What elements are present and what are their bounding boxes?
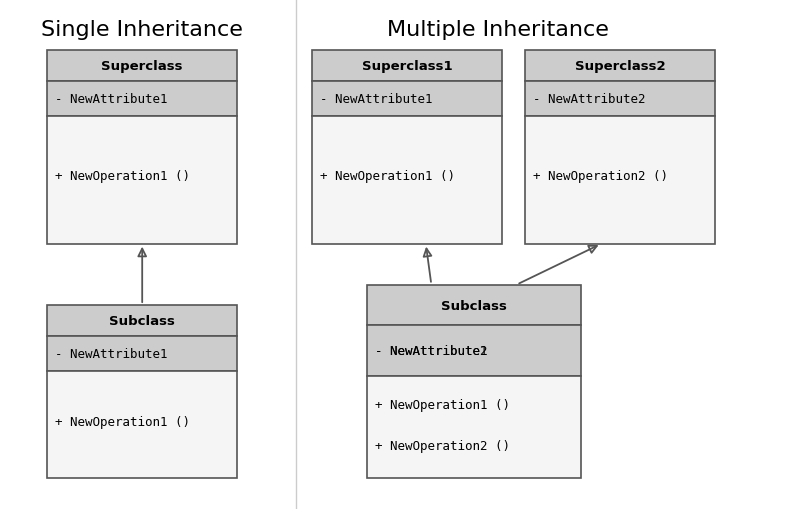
Text: Subclass: Subclass [441,299,507,312]
FancyBboxPatch shape [367,285,581,326]
Text: - NewAttribute2: - NewAttribute2 [533,93,645,106]
FancyBboxPatch shape [47,81,237,117]
Text: - NewAttribute1: - NewAttribute1 [375,345,487,358]
Text: + NewOperation1 (): + NewOperation1 () [320,170,455,183]
Text: + NewOperation1 (): + NewOperation1 () [55,170,190,183]
Text: Subclass: Subclass [109,314,175,327]
Text: - NewAttribute1: - NewAttribute1 [55,347,167,360]
FancyBboxPatch shape [525,51,715,81]
FancyBboxPatch shape [312,81,502,117]
Text: + NewOperation2 (): + NewOperation2 () [375,439,510,453]
Text: - NewAttribute2: - NewAttribute2 [375,345,487,358]
Text: Superclass2: Superclass2 [575,60,665,73]
FancyBboxPatch shape [47,372,237,478]
Text: + NewOperation1 (): + NewOperation1 () [55,415,190,428]
FancyBboxPatch shape [47,51,237,81]
FancyBboxPatch shape [47,305,237,336]
Text: + NewOperation1 (): + NewOperation1 () [375,399,510,412]
Text: Multiple Inheritance: Multiple Inheritance [387,20,608,40]
Text: Superclass1: Superclass1 [362,60,452,73]
Text: Single Inheritance: Single Inheritance [41,20,243,40]
Text: - NewAttribute1: - NewAttribute1 [320,93,432,106]
FancyBboxPatch shape [47,336,237,372]
FancyBboxPatch shape [47,117,237,244]
FancyBboxPatch shape [312,117,502,244]
FancyBboxPatch shape [367,326,581,377]
FancyBboxPatch shape [367,377,581,478]
FancyBboxPatch shape [525,117,715,244]
Text: Superclass: Superclass [101,60,183,73]
FancyBboxPatch shape [312,51,502,81]
FancyBboxPatch shape [525,81,715,117]
Text: - NewAttribute1: - NewAttribute1 [55,93,167,106]
Text: + NewOperation2 (): + NewOperation2 () [533,170,668,183]
